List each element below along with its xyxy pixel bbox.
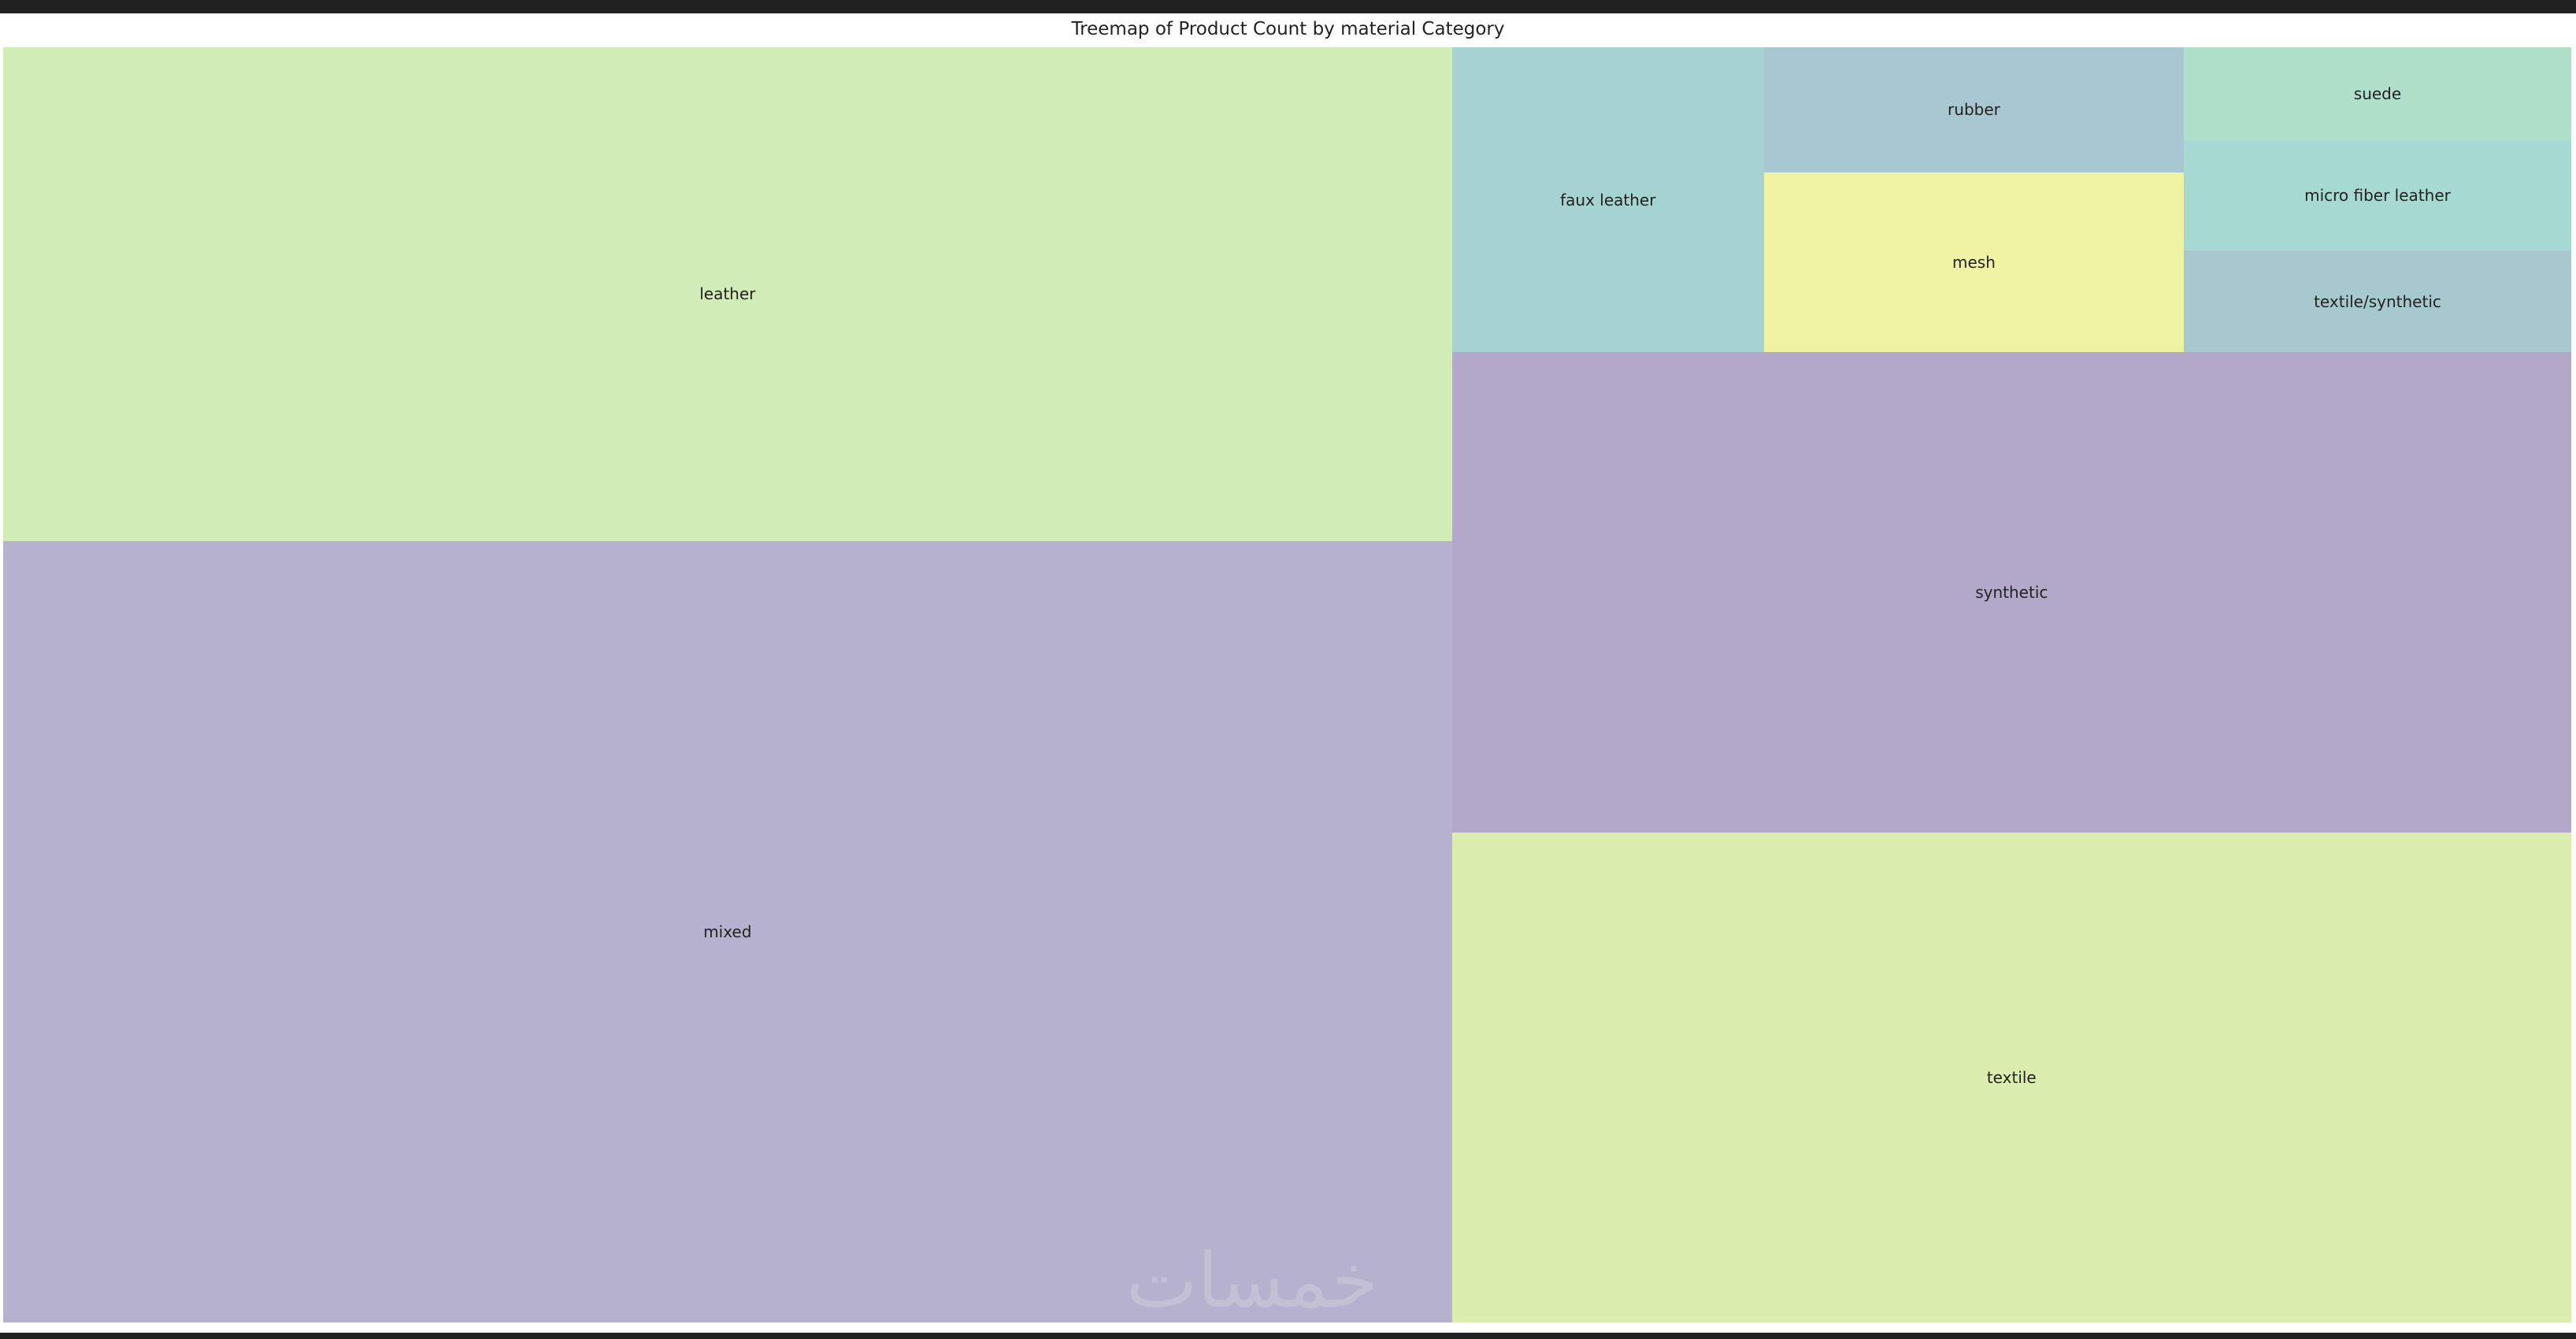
tile-label: mixed [703,922,752,941]
tile-label: micro fiber leather [2304,186,2451,206]
tile-label: suede [2353,84,2402,104]
tile-label: textile/synthetic [2314,291,2441,311]
treemap-tile-mixed: mixed [3,540,1452,1322]
window-top-bar [0,0,2576,13]
tile-label: synthetic [1975,583,2048,603]
treemap-tile-mesh: mesh [1763,172,2184,353]
treemap-tile-textile: textile [1451,833,2571,1322]
treemap-tile-rubber: rubber [1763,47,2184,172]
tile-label: mesh [1952,252,1996,272]
chart-title: Treemap of Product Count by material Cat… [1071,19,1505,39]
window-bottom-bar [0,1333,2576,1339]
treemap-tile-synthetic: synthetic [1451,352,2571,833]
tile-label: rubber [1948,100,2000,120]
tile-label: textile [1986,1068,2037,1088]
watermark-logo: خمسات [1126,1237,1379,1325]
treemap-tile-textile-synthetic: textile/synthetic [2183,250,2571,353]
treemap-tile-suede: suede [2183,47,2571,141]
treemap-tile-leather: leather [3,47,1452,541]
tile-label: faux leather [1560,190,1656,210]
treemap-tile-faux-leather: faux leather [1451,47,1764,353]
treemap-plot-area: mixed leather textile synthetic faux leather… [3,47,2571,1322]
treemap-tile-micro-fiber-leather: micro fiber leather [2183,140,2571,251]
tile-label: leather [699,284,756,304]
